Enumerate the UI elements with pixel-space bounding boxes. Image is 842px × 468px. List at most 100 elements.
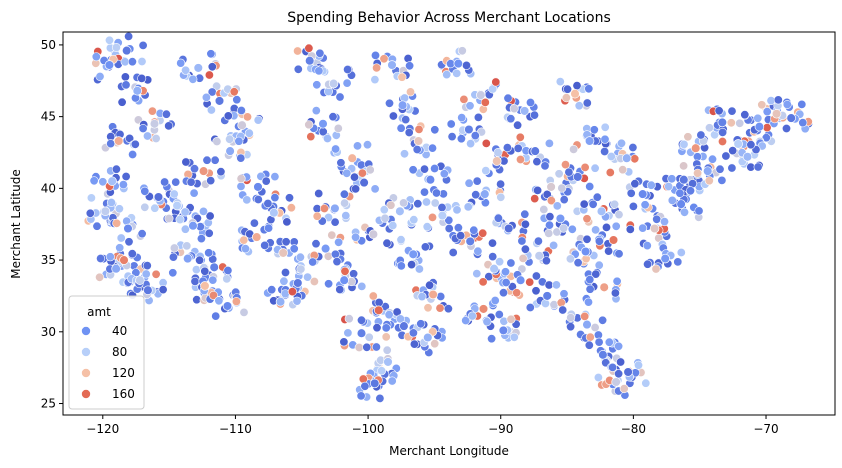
density-marker [206,176,216,186]
data-point [580,246,591,257]
density-marker [560,160,570,170]
density-marker [186,177,196,187]
data-point [269,207,279,218]
density-marker [384,98,394,108]
density-marker [405,61,415,71]
data-point [413,136,424,146]
density-marker [430,164,440,174]
density-marker [164,121,174,131]
data-point [387,60,397,70]
density-marker [333,123,343,133]
data-point [425,174,436,185]
density-marker [241,244,251,254]
density-marker [610,288,620,298]
density-marker [564,167,574,177]
density-marker [312,80,322,90]
density-marker [106,139,116,149]
density-marker [118,180,128,190]
density-marker [545,212,555,222]
density-marker [192,295,202,305]
density-marker [601,222,611,232]
density-marker [457,46,467,56]
density-marker [280,267,290,277]
density-marker [207,62,217,72]
legend-marker [81,368,91,378]
x-tick-label: −110 [219,422,252,436]
density-marker [372,323,382,333]
density-marker [374,297,384,307]
density-marker [382,238,392,248]
density-marker [330,249,340,259]
data-point [596,206,607,217]
data-point [428,289,438,300]
density-marker [324,279,334,289]
data-point [304,55,315,66]
density-marker [664,182,674,192]
density-marker [168,268,178,278]
density-marker [539,205,549,215]
data-point [572,172,583,182]
y-axis-ticks: 25 30 35 40 45 50 [41,38,63,411]
density-marker [544,220,554,230]
density-marker [117,97,127,107]
data-point [188,220,198,231]
density-marker [452,68,462,78]
density-marker [626,188,636,198]
density-marker [419,164,429,174]
data-point [119,255,129,265]
density-marker [96,254,106,264]
density-marker [676,248,686,258]
density-marker [196,234,206,244]
density-marker [685,186,695,196]
density-marker [605,168,615,178]
density-marker [304,120,314,130]
density-marker [552,201,562,211]
density-marker [421,197,431,207]
density-marker [261,176,271,186]
density-marker [642,241,652,251]
density-marker [236,106,246,116]
density-marker [403,53,413,63]
density-marker [430,339,440,349]
density-marker [590,322,600,332]
density-marker [282,217,292,227]
density-marker [696,130,706,140]
data-point [397,100,408,110]
density-marker [506,114,516,124]
data-point [546,182,556,192]
density-marker [105,252,115,262]
density-marker [531,286,541,296]
density-marker [423,303,433,313]
density-marker [430,198,440,208]
density-marker [360,381,370,391]
density-marker [334,237,344,247]
x-tick-label: −90 [488,422,513,436]
density-marker [558,305,568,315]
density-marker [377,366,387,376]
density-marker [234,136,244,146]
density-marker [594,337,604,347]
density-marker [569,144,579,154]
density-marker [128,150,138,160]
density-marker [332,257,342,267]
data-point [172,200,182,211]
density-marker [529,110,539,120]
density-marker [506,314,516,324]
density-marker [204,70,214,80]
y-tick-label: 45 [41,110,56,124]
data-point [153,192,164,202]
data-point [278,248,288,258]
density-marker [303,272,313,282]
density-marker [105,35,115,45]
density-marker [182,241,192,251]
data-point [395,206,405,217]
density-marker [260,240,270,250]
density-marker [473,112,483,122]
density-marker [386,200,396,210]
density-marker [580,311,590,321]
density-marker [216,167,226,177]
density-marker [721,151,731,161]
density-marker [343,328,353,338]
x-axis-ticks: −120 −110 −100 −90 −80 −70 [86,415,779,436]
density-marker [396,261,406,271]
